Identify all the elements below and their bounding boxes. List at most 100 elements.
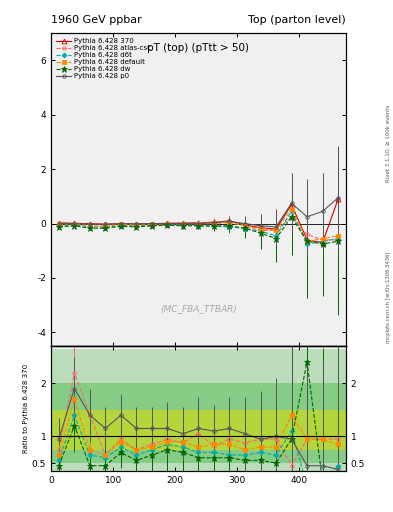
- Pythia 6.428 default: [336, 233, 340, 239]
- Text: Top (parton level): Top (parton level): [248, 14, 346, 25]
- Pythia 6.428 atlas-csc: [196, 220, 201, 226]
- Pythia 6.428 atlas-csc: [227, 218, 232, 224]
- Pythia 6.428 d6t: [305, 241, 309, 247]
- Pythia 6.428 370: [305, 237, 309, 243]
- Pythia 6.428 p0: [88, 221, 92, 227]
- Pythia 6.428 d6t: [211, 223, 216, 229]
- Pythia 6.428 default: [258, 225, 263, 231]
- Pythia 6.428 default: [274, 227, 278, 233]
- Pythia 6.428 370: [181, 220, 185, 226]
- Pythia 6.428 dw: [289, 214, 294, 220]
- Pythia 6.428 dw: [258, 230, 263, 236]
- Pythia 6.428 atlas-csc: [289, 214, 294, 220]
- Pythia 6.428 atlas-csc: [242, 223, 247, 229]
- Pythia 6.428 atlas-csc: [181, 220, 185, 226]
- Pythia 6.428 dw: [88, 225, 92, 231]
- Pythia 6.428 atlas-csc: [72, 221, 77, 227]
- Pythia 6.428 d6t: [289, 208, 294, 215]
- Pythia 6.428 p0: [211, 220, 216, 226]
- Line: Pythia 6.428 d6t: Pythia 6.428 d6t: [57, 209, 340, 246]
- Text: mcplots.cern.ch [arXiv:1306.3436]: mcplots.cern.ch [arXiv:1306.3436]: [386, 251, 391, 343]
- Pythia 6.428 d6t: [336, 236, 340, 242]
- Pythia 6.428 d6t: [150, 222, 154, 228]
- Pythia 6.428 atlas-csc: [150, 221, 154, 227]
- Pythia 6.428 atlas-csc: [165, 220, 170, 226]
- Pythia 6.428 atlas-csc: [320, 237, 325, 243]
- Pythia 6.428 d6t: [88, 224, 92, 230]
- Pythia 6.428 atlas-csc: [336, 237, 340, 243]
- Pythia 6.428 370: [211, 219, 216, 225]
- Pythia 6.428 atlas-csc: [305, 231, 309, 238]
- Pythia 6.428 370: [88, 221, 92, 227]
- Line: Pythia 6.428 default: Pythia 6.428 default: [57, 207, 340, 243]
- Legend: Pythia 6.428 370, Pythia 6.428 atlas-csc, Pythia 6.428 d6t, Pythia 6.428 default: Pythia 6.428 370, Pythia 6.428 atlas-csc…: [55, 37, 152, 81]
- Pythia 6.428 default: [211, 221, 216, 227]
- Pythia 6.428 atlas-csc: [274, 227, 278, 233]
- Pythia 6.428 p0: [165, 221, 170, 227]
- Pythia 6.428 atlas-csc: [211, 219, 216, 225]
- Pythia 6.428 p0: [258, 223, 263, 229]
- Pythia 6.428 d6t: [72, 222, 77, 228]
- Pythia 6.428 d6t: [274, 233, 278, 239]
- Pythia 6.428 370: [289, 202, 294, 208]
- Pythia 6.428 default: [103, 223, 108, 229]
- Pythia 6.428 p0: [274, 224, 278, 230]
- Pythia 6.428 dw: [57, 224, 61, 230]
- Pythia 6.428 d6t: [196, 223, 201, 229]
- Pythia 6.428 d6t: [103, 224, 108, 230]
- Pythia 6.428 p0: [242, 221, 247, 227]
- Line: Pythia 6.428 p0: Pythia 6.428 p0: [57, 196, 340, 229]
- Pythia 6.428 dw: [305, 238, 309, 244]
- Pythia 6.428 p0: [227, 218, 232, 224]
- Pythia 6.428 atlas-csc: [134, 221, 139, 227]
- Pythia 6.428 dw: [227, 223, 232, 229]
- Pythia 6.428 dw: [72, 223, 77, 229]
- Pythia 6.428 p0: [150, 221, 154, 227]
- Y-axis label: Ratio to Pythia 6.428 370: Ratio to Pythia 6.428 370: [23, 364, 29, 453]
- Pythia 6.428 atlas-csc: [57, 220, 61, 226]
- Pythia 6.428 default: [181, 221, 185, 227]
- Pythia 6.428 atlas-csc: [103, 222, 108, 228]
- Pythia 6.428 default: [320, 236, 325, 242]
- Pythia 6.428 370: [103, 221, 108, 227]
- Pythia 6.428 dw: [336, 238, 340, 244]
- Pythia 6.428 370: [119, 221, 123, 227]
- Pythia 6.428 d6t: [181, 222, 185, 228]
- Pythia 6.428 default: [289, 206, 294, 212]
- Pythia 6.428 dw: [150, 223, 154, 229]
- Pythia 6.428 p0: [134, 221, 139, 227]
- Pythia 6.428 370: [196, 220, 201, 226]
- Line: Pythia 6.428 atlas-csc: Pythia 6.428 atlas-csc: [57, 215, 340, 242]
- Pythia 6.428 d6t: [320, 238, 325, 244]
- Pythia 6.428 d6t: [119, 223, 123, 229]
- Pythia 6.428 p0: [119, 221, 123, 227]
- Pythia 6.428 atlas-csc: [88, 221, 92, 227]
- Pythia 6.428 p0: [305, 214, 309, 220]
- Pythia 6.428 p0: [320, 208, 325, 215]
- Pythia 6.428 default: [150, 221, 154, 227]
- Pythia 6.428 default: [305, 238, 309, 244]
- Pythia 6.428 370: [134, 221, 139, 227]
- Pythia 6.428 atlas-csc: [258, 227, 263, 233]
- Pythia 6.428 370: [57, 220, 61, 226]
- Pythia 6.428 default: [196, 221, 201, 227]
- Line: Pythia 6.428 370: Pythia 6.428 370: [57, 197, 340, 245]
- Pythia 6.428 dw: [165, 222, 170, 228]
- Pythia 6.428 dw: [242, 225, 247, 231]
- Text: 1960 GeV ppbar: 1960 GeV ppbar: [51, 14, 142, 25]
- Pythia 6.428 dw: [134, 224, 139, 230]
- Line: Pythia 6.428 dw: Pythia 6.428 dw: [56, 214, 341, 247]
- Pythia 6.428 370: [150, 221, 154, 227]
- Pythia 6.428 dw: [103, 225, 108, 231]
- Pythia 6.428 d6t: [227, 224, 232, 230]
- Pythia 6.428 dw: [196, 223, 201, 229]
- Text: pT (top) (pTtt > 50): pT (top) (pTtt > 50): [147, 42, 250, 53]
- Pythia 6.428 default: [165, 221, 170, 227]
- Pythia 6.428 default: [57, 221, 61, 227]
- Pythia 6.428 p0: [181, 221, 185, 227]
- Pythia 6.428 default: [134, 222, 139, 228]
- Pythia 6.428 p0: [72, 221, 77, 227]
- Pythia 6.428 d6t: [57, 223, 61, 229]
- Pythia 6.428 d6t: [242, 225, 247, 231]
- Pythia 6.428 p0: [57, 221, 61, 227]
